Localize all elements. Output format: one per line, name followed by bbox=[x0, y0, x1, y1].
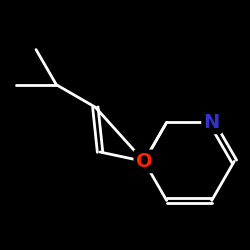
Text: O: O bbox=[136, 152, 152, 171]
Text: N: N bbox=[204, 113, 220, 132]
